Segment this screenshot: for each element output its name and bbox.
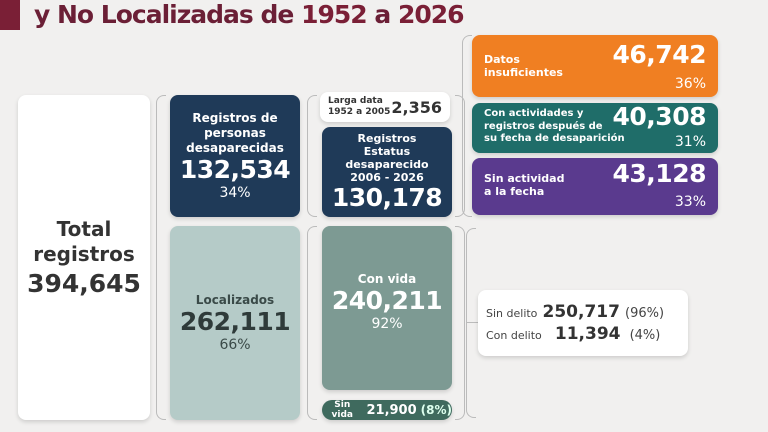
bracket	[462, 35, 472, 217]
datos-insuficientes-value: 46,742	[612, 40, 707, 69]
sin-vida-value: 21,900	[366, 402, 417, 418]
localizados-label: Localizados	[195, 292, 275, 307]
title-accent-bar	[0, 0, 20, 30]
con-actividades-pct: 31%	[674, 134, 706, 150]
sin-delito-pct: (96%)	[625, 306, 665, 321]
con-delito-value: 11,394	[554, 324, 621, 344]
datos-insuficientes-pct: 36%	[674, 76, 706, 92]
sin-actividad-label: Sin actividad a la fecha	[484, 172, 565, 198]
connector-line	[466, 322, 478, 323]
bracket	[307, 95, 317, 217]
sin-actividad-card: Sin actividad a la fecha 43,128 33%	[472, 158, 718, 215]
bracket	[455, 226, 465, 420]
con-vida-card: Con vida 240,211 92%	[322, 226, 452, 390]
con-vida-pct: 92%	[371, 316, 403, 332]
estatus-value: 130,178	[331, 183, 443, 212]
sin-vida-label: Sin vida	[331, 400, 353, 420]
con-vida-label: Con vida	[357, 272, 417, 286]
larga-data-card: Larga data 1952 a 2005 2,356	[320, 92, 450, 122]
page-title: y No Localizadas de 1952 a 2026	[34, 0, 465, 29]
estatus-label: Registros Estatus desaparecido 2006 - 2026	[345, 132, 429, 184]
datos-insuficientes-card: Datos insuficientes 46,742 36%	[472, 35, 718, 97]
sin-actividad-value: 43,128	[612, 159, 707, 188]
sin-delito-row: Sin delito 250,717 (96%)	[486, 302, 664, 322]
bracket	[307, 226, 317, 420]
con-delito-label: Con delito	[486, 329, 542, 342]
sin-vida-pill: Sin vida 21,900 (8%)	[322, 400, 452, 420]
desaparecidas-card: Registros de personas desaparecidas 132,…	[170, 95, 300, 217]
sin-vida-pct: (8%)	[420, 403, 452, 417]
localizados-card: Localizados 262,111 66%	[170, 226, 300, 420]
estatus-card: Registros Estatus desaparecido 2006 - 2026 …	[322, 127, 452, 217]
larga-data-label: Larga data 1952 a 2005	[328, 96, 391, 117]
localizados-pct: 66%	[219, 336, 251, 353]
con-actividades-label: Con actividades y registros después de su …	[484, 108, 625, 144]
sin-delito-value: 250,717	[542, 302, 620, 322]
con-actividades-value: 40,308	[612, 102, 707, 131]
datos-insuficientes-label: Datos insuficientes	[484, 53, 563, 79]
total-value: 394,645	[27, 269, 141, 298]
con-vida-value: 240,211	[331, 286, 443, 315]
larga-data-value: 2,356	[391, 97, 442, 117]
total-label: Total registros	[33, 217, 135, 266]
desaparecidas-label: Registros de personas desaparecidas	[186, 110, 284, 155]
con-delito-pct: (4%)	[629, 328, 661, 343]
sin-actividad-pct: 33%	[674, 194, 706, 210]
bracket	[466, 228, 476, 418]
delito-card: Sin delito 250,717 (96%) Con delito 11,3…	[478, 290, 688, 356]
bracket	[156, 95, 166, 420]
con-delito-row: Con delito 11,394 (4%)	[486, 324, 660, 344]
sin-delito-label: Sin delito	[486, 307, 538, 320]
total-card: Total registros 394,645	[18, 95, 150, 420]
con-actividades-card: Con actividades y registros después de su …	[472, 103, 718, 153]
desaparecidas-value: 132,534	[179, 154, 291, 184]
desaparecidas-pct: 34%	[219, 184, 251, 201]
localizados-value: 262,111	[179, 306, 291, 336]
